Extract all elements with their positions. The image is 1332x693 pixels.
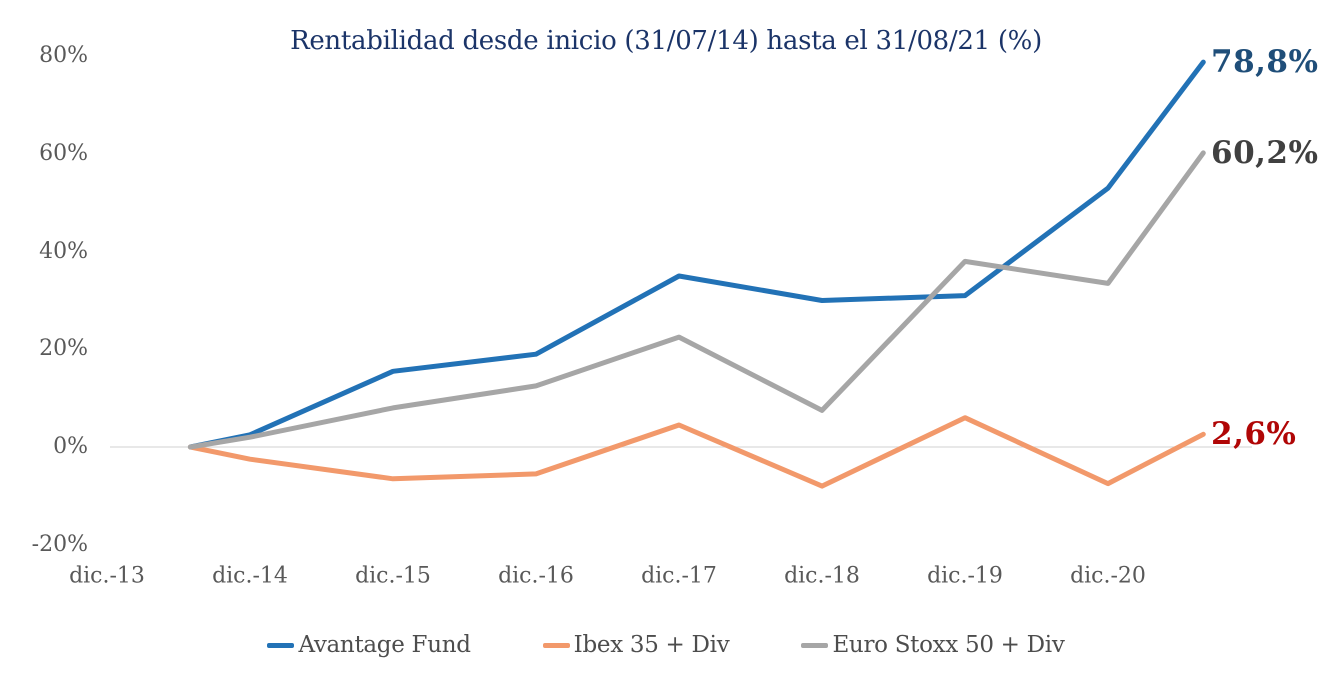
series-line-ibex-35-div bbox=[187, 415, 1206, 489]
y-axis-tick-label: 40% bbox=[39, 238, 88, 264]
legend-label: Ibex 35 + Div bbox=[573, 632, 730, 658]
y-axis-tick-label: 20% bbox=[39, 336, 88, 362]
end-label-ibex: 2,6% bbox=[1211, 416, 1297, 453]
x-axis-tick-label: dic.-14 bbox=[212, 563, 288, 589]
series-line-avantage-fund bbox=[187, 59, 1206, 450]
y-axis-tick-label: 80% bbox=[39, 43, 88, 69]
legend-item-avantage-fund: Avantage Fund bbox=[267, 632, 471, 658]
x-axis-tick-label: dic.-16 bbox=[498, 563, 574, 589]
x-axis-tick-label: dic.-17 bbox=[641, 563, 717, 589]
legend-item-euro-stoxx: Euro Stoxx 50 + Div bbox=[801, 632, 1065, 658]
series-line-euro-stoxx-50-div bbox=[187, 150, 1206, 450]
y-axis-tick-label: -20% bbox=[31, 531, 88, 557]
y-axis-tick-label: 60% bbox=[39, 140, 88, 166]
end-label-avantage-fund: 78,8% bbox=[1211, 44, 1319, 81]
x-axis-tick-label: dic.-15 bbox=[355, 563, 431, 589]
x-axis-tick-label: dic.-19 bbox=[927, 563, 1003, 589]
line-swatch-icon bbox=[542, 642, 570, 648]
legend: Avantage Fund Ibex 35 + Div Euro Stoxx 5… bbox=[0, 632, 1332, 658]
legend-label: Euro Stoxx 50 + Div bbox=[832, 632, 1065, 658]
y-axis-tick-label: 0% bbox=[53, 434, 88, 459]
x-axis-tick-label: dic.-13 bbox=[69, 563, 145, 589]
x-axis-tick-label: dic.-18 bbox=[784, 563, 860, 589]
chart-title: Rentabilidad desde inicio (31/07/14) has… bbox=[290, 26, 1042, 56]
end-label-euro-stoxx: 60,2% bbox=[1211, 134, 1319, 171]
legend-item-ibex: Ibex 35 + Div bbox=[542, 632, 730, 658]
x-axis-tick-label: dic.-20 bbox=[1070, 563, 1146, 589]
line-swatch-icon bbox=[267, 642, 295, 648]
legend-label: Avantage Fund bbox=[298, 632, 471, 658]
line-swatch-icon bbox=[801, 642, 829, 648]
